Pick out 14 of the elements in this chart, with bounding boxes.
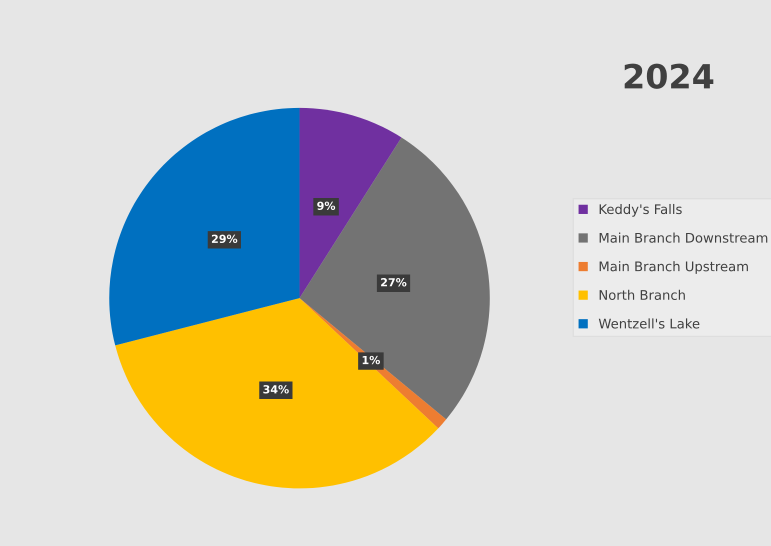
legend-label: Keddy's Falls [600, 204, 682, 217]
data-label: 34% [263, 385, 289, 394]
pie-slice [300, 137, 490, 420]
legend-label: Main Branch Upstream [600, 261, 748, 274]
legend-label: Main Branch Downstream [600, 232, 768, 243]
data-label: 29% [212, 234, 238, 244]
data-label: 1% [362, 356, 380, 364]
pie-slice [109, 108, 300, 346]
data-label: 27% [381, 278, 406, 286]
data-label: 9% [317, 202, 336, 210]
chart-title: 2024 [624, 64, 714, 89]
pie-slice [115, 298, 438, 488]
legend-label: North Branch [600, 290, 685, 300]
legend-label: Wentzell's Lake [598, 318, 700, 329]
